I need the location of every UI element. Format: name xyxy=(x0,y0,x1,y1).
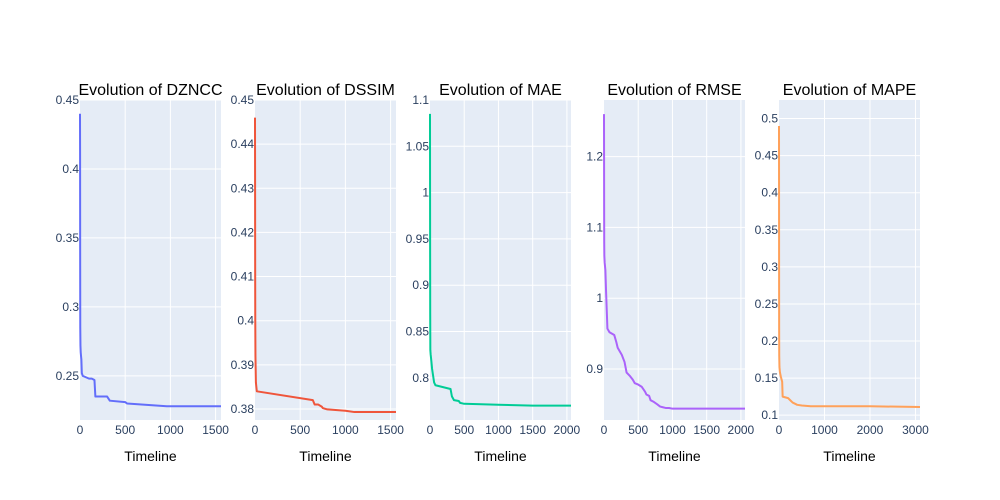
series-line xyxy=(254,117,396,414)
y-tick-label: 0.45 xyxy=(56,93,80,107)
y-tick-label: 1.1 xyxy=(586,220,603,234)
y-tick-label: 0.9 xyxy=(412,278,429,292)
y-tick-label: 0.38 xyxy=(231,402,255,416)
x-tick-label: 2000 xyxy=(857,423,884,437)
y-tick-label: 0.1 xyxy=(761,408,778,422)
y-tick-label: 0.4 xyxy=(761,186,778,200)
y-tick-label: 0.45 xyxy=(755,149,779,163)
y-tick-label: 1.2 xyxy=(586,150,603,164)
y-tick-label: 1.1 xyxy=(412,93,429,107)
y-tick-label: 0.35 xyxy=(755,223,779,237)
chart-panel-2: 0 500 1000 1500 0.38 0.39 0.4 0.41 0.42 0.43 0.44 0… xyxy=(231,82,405,464)
x-axis-label: Timeline xyxy=(474,448,527,464)
y-tick-label: 0.42 xyxy=(231,225,255,239)
x-tick-label: 500 xyxy=(290,423,310,437)
plot-background xyxy=(80,100,221,420)
y-tick-label: 0.25 xyxy=(56,369,80,383)
series-line xyxy=(79,113,221,408)
x-tick-label: 1000 xyxy=(811,423,838,437)
plot-background xyxy=(255,100,396,420)
chart-title: Evolution of DSSIM xyxy=(256,82,395,99)
x-tick-label: 1500 xyxy=(202,423,229,437)
y-tick-label: 0.95 xyxy=(406,232,430,246)
chart-panel-5: 0 1000 2000 3000 0.1 0.15 0.2 0.25 0.3 0.35 0.4 0.4… xyxy=(755,82,929,464)
y-tick-label: 0.45 xyxy=(231,93,255,107)
chart-title: Evolution of RMSE xyxy=(607,82,741,99)
x-axis-label: Timeline xyxy=(299,448,352,464)
y-tick-label: 0.35 xyxy=(56,231,80,245)
chart-panel-1: 0 500 1000 1500 0.25 0.3 0.35 0.4 0.45Evolution … xyxy=(56,82,230,464)
x-tick-label: 2000 xyxy=(728,423,755,437)
x-tick-label: 0 xyxy=(252,423,259,437)
y-tick-label: 0.8 xyxy=(412,371,429,385)
y-tick-label: 0.25 xyxy=(755,297,779,311)
x-tick-label: 3000 xyxy=(902,423,929,437)
series-line xyxy=(429,113,571,407)
x-axis-label: Timeline xyxy=(124,448,177,464)
y-tick-label: 1 xyxy=(596,291,603,305)
y-tick-label: 0.5 xyxy=(761,112,778,126)
y-tick-label: 0.4 xyxy=(237,314,254,328)
x-tick-label: 0 xyxy=(77,423,84,437)
y-tick-label: 0.15 xyxy=(755,371,779,385)
x-axis-label: Timeline xyxy=(823,448,876,464)
x-tick-label: 1500 xyxy=(377,423,404,437)
y-tick-label: 0.39 xyxy=(231,358,255,372)
chart-title: Evolution of DZNCC xyxy=(78,82,222,99)
x-tick-label: 1000 xyxy=(332,423,359,437)
chart-title: Evolution of MAE xyxy=(439,82,562,99)
y-tick-label: 1 xyxy=(422,186,429,200)
y-tick-label: 0.43 xyxy=(231,181,255,195)
series-line xyxy=(778,125,921,409)
y-tick-label: 0.85 xyxy=(406,325,430,339)
x-tick-label: 0 xyxy=(776,423,783,437)
y-tick-label: 0.41 xyxy=(231,270,255,284)
x-tick-label: 1500 xyxy=(519,423,546,437)
plot-background xyxy=(430,100,571,420)
chart-panel-4: 0 500 1000 1500 2000 0.9 1 1.1 1.2 Evolution of R… xyxy=(586,82,754,464)
x-tick-label: 0 xyxy=(427,423,434,437)
x-tick-label: 1000 xyxy=(485,423,512,437)
x-tick-label: 1500 xyxy=(693,423,720,437)
plot-background xyxy=(779,100,920,420)
chart-title: Evolution of MAPE xyxy=(783,82,916,99)
y-tick-label: 0.3 xyxy=(761,260,778,274)
chart-panel-3: 0 500 1000 1500 2000 0.8 0.85 0.9 0.95 1 1.05 1.1 Ev… xyxy=(406,82,581,464)
x-tick-label: 500 xyxy=(454,423,474,437)
x-tick-label: 500 xyxy=(115,423,135,437)
plot-background xyxy=(604,100,745,420)
x-tick-label: 1000 xyxy=(157,423,184,437)
series-line xyxy=(603,114,745,410)
x-tick-label: 500 xyxy=(628,423,648,437)
y-tick-label: 0.44 xyxy=(231,137,255,151)
x-tick-label: 0 xyxy=(601,423,608,437)
x-tick-label: 1000 xyxy=(659,423,686,437)
y-tick-label: 0.9 xyxy=(586,362,603,376)
x-tick-label: 2000 xyxy=(554,423,581,437)
y-tick-label: 0.4 xyxy=(62,162,79,176)
x-axis-label: Timeline xyxy=(648,448,701,464)
y-tick-label: 1.05 xyxy=(406,139,430,153)
y-tick-label: 0.3 xyxy=(62,300,79,314)
y-tick-label: 0.2 xyxy=(761,334,778,348)
